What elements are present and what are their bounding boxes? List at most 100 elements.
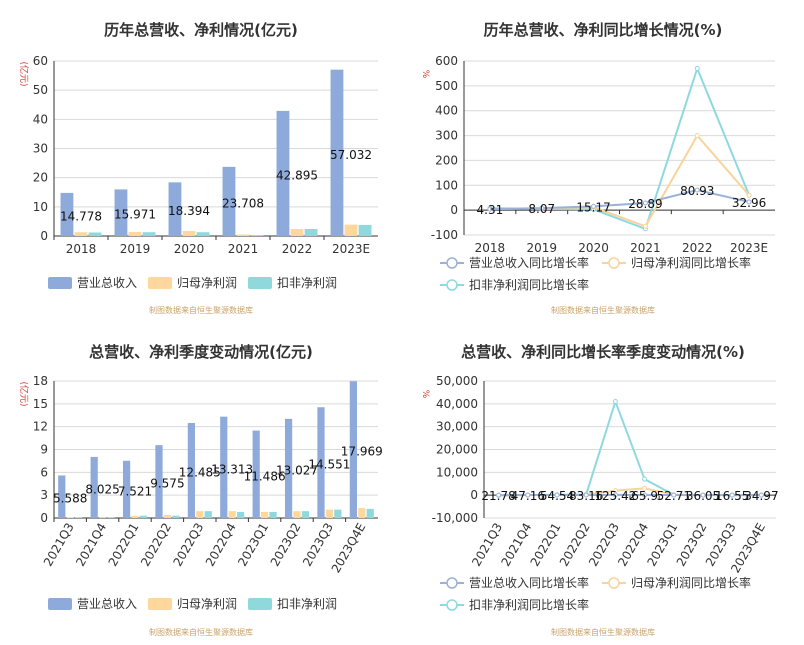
y-tick-label: 15 bbox=[33, 397, 48, 411]
bar-扣非净利润 bbox=[304, 229, 318, 236]
point-营业总收入同比增长率 bbox=[729, 492, 735, 498]
point-营业总收入同比增长率 bbox=[539, 205, 545, 211]
bar-归母净利润 bbox=[358, 508, 366, 518]
bar-扣非净利润 bbox=[142, 232, 156, 236]
bar-营业总收入 bbox=[276, 110, 290, 236]
bar-营业总收入 bbox=[330, 69, 344, 236]
x-tick-label: 2019 bbox=[526, 241, 557, 255]
y-tick-label: 12 bbox=[33, 420, 48, 434]
data-label: 7.521 bbox=[118, 484, 152, 498]
bar-归母净利润 bbox=[293, 511, 301, 518]
chart-title: 总营收、净利同比增长率季度变动情况(%) bbox=[461, 343, 745, 361]
bar-营业总收入 bbox=[114, 189, 128, 236]
x-tick-label: 2023Q3 bbox=[300, 521, 336, 569]
bar-扣非净利润 bbox=[75, 517, 83, 518]
y-tick-label: 10,000 bbox=[436, 465, 478, 479]
data-label: 42.895 bbox=[276, 168, 318, 182]
legend-label: 扣非净利润同比增长率 bbox=[469, 277, 589, 292]
point-归母净利润同比增长率 bbox=[694, 133, 700, 139]
bar-扣非净利润 bbox=[269, 511, 277, 518]
x-tick-label: 2021 bbox=[630, 241, 661, 255]
data-label: 65.9 bbox=[631, 489, 658, 503]
x-tick-label: 2020 bbox=[578, 241, 609, 255]
data-label: 13.027 bbox=[276, 463, 318, 477]
bar-归母净利润 bbox=[128, 231, 142, 236]
bar-扣非净利润 bbox=[366, 508, 374, 518]
data-label: 14.551 bbox=[308, 458, 350, 472]
point-营业总收入同比增长率 bbox=[700, 492, 706, 498]
x-tick-label: 2023E bbox=[730, 241, 768, 255]
source-note: 制图数据来自恒生聚源数据库 bbox=[149, 306, 253, 315]
bar-营业总收入 bbox=[58, 475, 66, 518]
legend-swatch bbox=[248, 277, 272, 289]
x-tick-label: 2021Q3 bbox=[41, 521, 77, 569]
bar-营业总收入 bbox=[220, 416, 228, 518]
y-tick-label: 30,000 bbox=[436, 420, 478, 434]
data-label: 9.575 bbox=[150, 477, 184, 491]
chart-title: 历年总营收、净利同比增长情况(%) bbox=[483, 21, 723, 39]
bar-归母净利润 bbox=[325, 509, 334, 518]
data-label: 13.313 bbox=[211, 462, 253, 476]
bar-扣非净利润 bbox=[237, 511, 245, 518]
y-tick-label: 40,000 bbox=[436, 397, 478, 411]
y-tick-label: 20,000 bbox=[436, 443, 478, 457]
panel-annual-growth: 历年总营收、净利同比增长情况(%) -100 0 100 200 300 400 500 60… bbox=[402, 0, 804, 322]
data-label: 5.588 bbox=[53, 492, 87, 506]
panel-quarterly-revenue: 总营收、净利季度变动情况(亿元) 0 3 6 9 12 15 18 (亿元) 2021Q3 202… bbox=[0, 322, 402, 644]
x-tick-label: 2022Q2 bbox=[138, 521, 174, 569]
source-note: 制图数据来自恒生聚源数据库 bbox=[551, 628, 655, 637]
y-tick-label: 20 bbox=[33, 171, 48, 185]
y-axis-unit: (亿元) bbox=[18, 381, 30, 406]
y-tick-label: 0 bbox=[470, 488, 478, 502]
bar-扣非净利润 bbox=[139, 515, 148, 518]
x-tick-label: 2023Q2 bbox=[268, 521, 304, 569]
bar-归母净利润 bbox=[228, 511, 236, 518]
legend-marker bbox=[446, 279, 458, 291]
point-营业总收入同比增长率 bbox=[487, 206, 493, 212]
legend-label: 归母净利润同比增长率 bbox=[631, 575, 751, 590]
line-营业总收入同比增长率 bbox=[489, 188, 750, 211]
data-label: 18.394 bbox=[168, 204, 210, 218]
source-note: 制图数据来自恒生聚源数据库 bbox=[149, 628, 253, 637]
bar-营业总收入 bbox=[168, 182, 182, 236]
data-label: 12.485 bbox=[179, 465, 221, 479]
y-tick-label: 3 bbox=[40, 488, 48, 502]
x-tick-label: 2022Q1 bbox=[106, 521, 142, 569]
bar-归母净利润 bbox=[131, 515, 139, 518]
bar-扣非净利润 bbox=[250, 235, 264, 236]
y-tick-label: 50,000 bbox=[436, 374, 478, 388]
y-tick-label: 60 bbox=[33, 54, 48, 68]
data-label: 36.05 bbox=[686, 489, 720, 503]
y-tick-label: 40 bbox=[33, 112, 48, 126]
y-tick-label: 0 bbox=[40, 229, 48, 243]
point-扣非净利润同比增长率 bbox=[694, 65, 700, 71]
data-label: 8.07 bbox=[528, 202, 555, 216]
bar-归母净利润 bbox=[74, 232, 88, 236]
y-tick-label: 0 bbox=[40, 511, 48, 525]
bar-营业总收入 bbox=[122, 460, 131, 518]
quarterly-growth-chart: -10,000 0 10,000 20,000 30,000 40,000 50,000% 2… bbox=[420, 374, 779, 612]
point-营业总收入同比增长率 bbox=[591, 203, 597, 209]
quarterly-revenue-chart: 0369121518(亿元)2021Q32021Q42022Q12022Q220… bbox=[18, 374, 383, 611]
y-axis-unit: % bbox=[420, 70, 430, 79]
y-axis-unit: % bbox=[420, 390, 430, 399]
point-扣非净利润同比增长率 bbox=[642, 476, 648, 482]
point-营业总收入同比增长率 bbox=[758, 492, 764, 498]
y-tick-label: 10 bbox=[33, 200, 48, 214]
y-tick-label: -10,000 bbox=[432, 511, 478, 525]
data-label: 125.42 bbox=[594, 489, 636, 503]
data-label: 16.55 bbox=[715, 489, 749, 503]
panel-quarterly-growth: 总营收、净利同比增长率季度变动情况(%) -10,000 0 10,000 20,00… bbox=[402, 322, 804, 644]
bar-营业总收入 bbox=[349, 381, 357, 518]
y-tick-label: 0 bbox=[450, 203, 458, 217]
legend-marker bbox=[446, 257, 458, 269]
point-归母净利润同比增长率 bbox=[642, 223, 648, 229]
data-label: 47.16 bbox=[511, 489, 545, 503]
x-tick-label: 2021 bbox=[228, 242, 259, 256]
bar-营业总收入 bbox=[317, 407, 325, 518]
bar-营业总收入 bbox=[222, 166, 236, 236]
x-tick-label: 2018 bbox=[66, 242, 97, 256]
legend-label: 归母净利润同比增长率 bbox=[631, 255, 751, 270]
y-tick-label: 50 bbox=[33, 83, 48, 97]
data-label: 8.025 bbox=[85, 482, 119, 496]
